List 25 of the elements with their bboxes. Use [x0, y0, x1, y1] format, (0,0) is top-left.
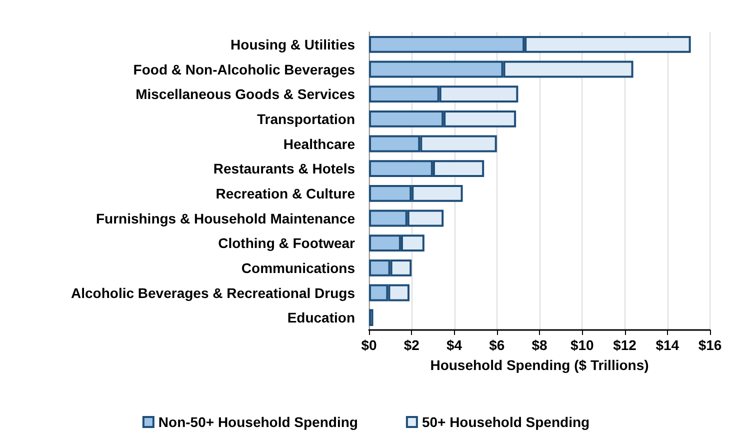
y-tick-label: Alcoholic Beverages & Recreational Drugs — [71, 284, 356, 301]
x-tick-label: $6 — [489, 337, 505, 353]
legend-label: Non-50+ Household Spending — [158, 414, 358, 430]
y-tick-label: Communications — [241, 260, 356, 276]
x-tick-label: $10 — [570, 337, 594, 353]
x-tick-label: $0 — [361, 337, 377, 353]
y-tick-label: Restaurants & Hotels — [213, 160, 356, 177]
x-tick-label: $14 — [656, 337, 680, 353]
x-tick-label: $2 — [404, 337, 420, 353]
x-tick-label: $12 — [613, 337, 637, 353]
y-tick-label: Food & Non-Alcoholic Beverages — [133, 61, 356, 78]
y-tick-label: Clothing & Footwear — [218, 235, 356, 252]
y-tick-label: Housing & Utilities — [230, 36, 356, 52]
x-tick-label: $16 — [698, 337, 722, 353]
y-tick-label: Recreation & Culture — [216, 185, 356, 202]
x-tick-label: $8 — [532, 337, 548, 353]
legend-label: 50+ Household Spending — [422, 414, 590, 430]
x-tick-label: $4 — [446, 337, 462, 353]
y-tick-label: Education — [287, 310, 355, 326]
y-tick-label: Transportation — [256, 110, 355, 127]
x-axis-title: Household Spending ($ Trillions) — [430, 357, 649, 373]
y-tick-label: Healthcare — [283, 136, 356, 152]
y-tick-label: Miscellaneous Goods & Services — [136, 86, 356, 102]
y-tick-label: Furnishings & Household Maintenance — [96, 210, 356, 226]
bar — [369, 309, 374, 326]
